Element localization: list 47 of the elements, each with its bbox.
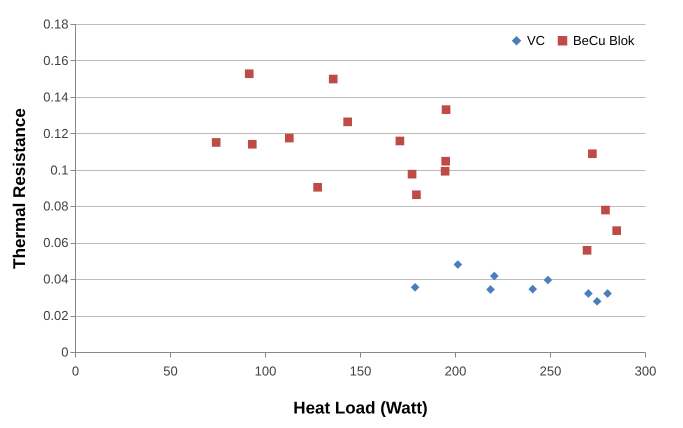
y-tick-label: 0.12 bbox=[43, 126, 68, 141]
point bbox=[612, 226, 622, 235]
y-tick-label: 0.18 bbox=[43, 16, 68, 32]
point bbox=[410, 282, 420, 292]
y-tick-label: 0.14 bbox=[43, 89, 68, 104]
y-tick-label: 0.02 bbox=[43, 308, 68, 324]
point bbox=[408, 170, 416, 178]
point bbox=[313, 182, 322, 192]
point bbox=[454, 260, 462, 269]
point bbox=[528, 284, 538, 294]
x-tick-label: 300 bbox=[634, 364, 656, 378]
point bbox=[441, 156, 450, 166]
x-tick-label: 150 bbox=[350, 364, 372, 378]
point bbox=[486, 285, 495, 294]
point bbox=[442, 105, 450, 114]
point bbox=[248, 140, 257, 149]
x-axis-title: Heat Load (Watt) bbox=[293, 398, 428, 418]
point bbox=[212, 138, 220, 147]
x-tick-label: 50 bbox=[163, 364, 178, 378]
y-tick-label: 0.04 bbox=[43, 272, 68, 287]
point bbox=[584, 289, 593, 298]
y-tick-label: 0.1 bbox=[50, 162, 68, 178]
point bbox=[284, 134, 294, 142]
point bbox=[603, 289, 612, 298]
point bbox=[592, 297, 602, 306]
y-tick-label: 0.08 bbox=[43, 198, 68, 214]
y-axis-title: Thermal Resistance bbox=[10, 108, 30, 269]
x-tick-label: 100 bbox=[254, 364, 276, 378]
y-tick-label: 0 bbox=[61, 344, 68, 360]
x-tick-label: 250 bbox=[540, 364, 562, 378]
point bbox=[396, 136, 404, 146]
point bbox=[343, 118, 352, 126]
point bbox=[328, 74, 338, 84]
point bbox=[490, 272, 499, 280]
x-tick-label: 200 bbox=[444, 364, 466, 378]
y-tick-label: 0.16 bbox=[43, 52, 68, 68]
point bbox=[412, 190, 421, 200]
point bbox=[601, 206, 610, 214]
point bbox=[440, 166, 450, 176]
legend-label: BeCu Blok bbox=[573, 32, 635, 48]
point bbox=[582, 246, 592, 255]
x-tick-label: 0 bbox=[72, 364, 80, 378]
point bbox=[544, 276, 552, 284]
legend-label: VC bbox=[527, 32, 546, 48]
y-tick-label: 0.06 bbox=[43, 235, 68, 250]
point bbox=[244, 69, 254, 78]
point bbox=[588, 149, 597, 158]
